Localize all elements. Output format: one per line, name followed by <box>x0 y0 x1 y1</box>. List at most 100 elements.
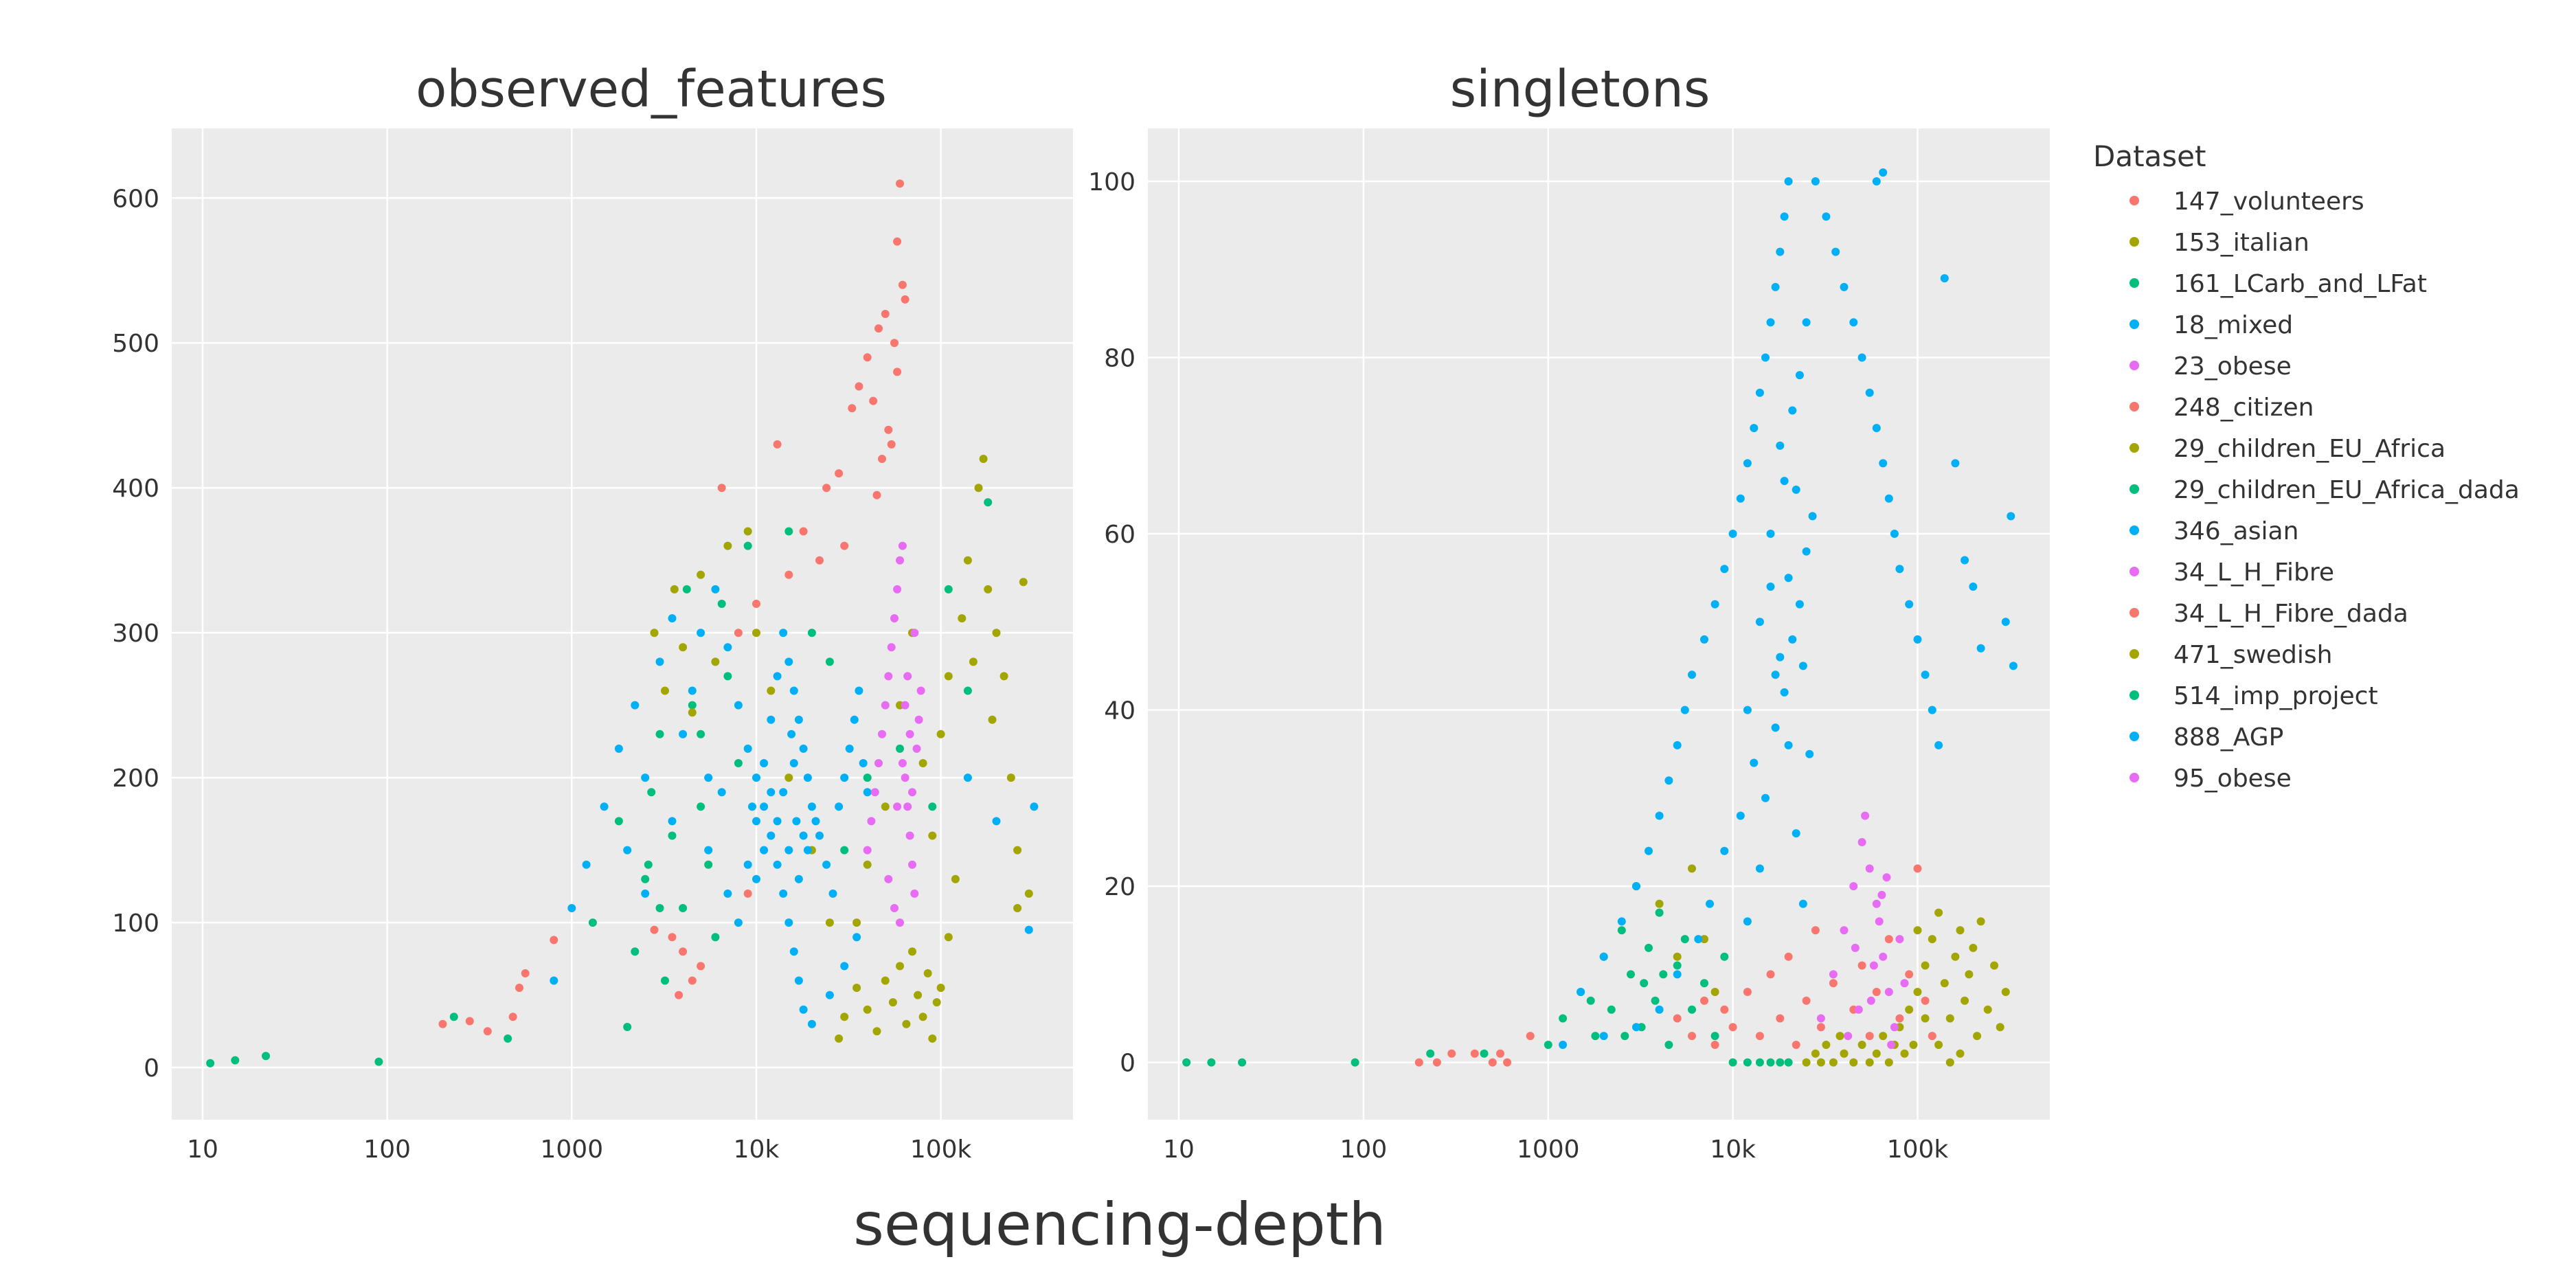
series-147_volunteers <box>1414 864 1936 1067</box>
data-point <box>1544 1041 1552 1049</box>
legend-entry: 153_italian <box>2129 229 2309 257</box>
data-point <box>767 831 776 840</box>
data-point <box>890 339 899 348</box>
data-point <box>908 947 916 956</box>
data-point <box>1736 494 1745 503</box>
data-point <box>1840 926 1849 935</box>
data-point <box>822 484 831 493</box>
data-point <box>1620 1032 1629 1041</box>
data-point <box>1849 318 1858 327</box>
data-point <box>688 701 697 710</box>
data-point <box>1890 1023 1899 1032</box>
legend-entry: 147_volunteers <box>2129 188 2364 216</box>
data-point <box>697 730 705 738</box>
data-point <box>1934 1041 1943 1049</box>
data-point <box>1766 583 1775 591</box>
data-point <box>582 860 591 869</box>
data-point <box>760 759 769 767</box>
data-point <box>1811 926 1820 935</box>
data-point <box>1792 485 1800 494</box>
legend-marker <box>2129 361 2139 370</box>
legend-label: 147_volunteers <box>2173 188 2364 216</box>
series-346_asian <box>550 585 1039 1028</box>
legend-entry: 29_children_EU_Africa <box>2129 435 2445 463</box>
data-point <box>794 874 803 883</box>
data-point <box>1829 979 1838 988</box>
data-point <box>1771 282 1780 291</box>
data-point <box>1720 565 1729 574</box>
data-point <box>1879 1032 1888 1041</box>
data-point <box>867 817 876 826</box>
data-point <box>840 962 849 971</box>
data-point <box>723 672 732 681</box>
y-tick-label: 20 <box>1104 873 1136 901</box>
y-tick-label: 100 <box>1088 168 1136 196</box>
legend-marker <box>2129 526 2139 535</box>
data-point <box>515 984 523 992</box>
data-point <box>773 817 782 826</box>
data-point <box>958 614 967 623</box>
legend-entry: 23_obese <box>2129 352 2292 381</box>
data-point <box>825 657 834 666</box>
data-point <box>896 556 904 565</box>
data-point <box>1617 917 1626 926</box>
data-point <box>1728 1023 1737 1032</box>
data-point <box>914 991 923 999</box>
data-point <box>1884 1058 1893 1067</box>
data-point <box>887 440 896 449</box>
data-point <box>1961 996 1969 1005</box>
data-point <box>874 324 883 333</box>
series-346_asian <box>1559 168 2018 1049</box>
data-point <box>567 904 576 912</box>
data-point <box>901 773 909 782</box>
data-point <box>1913 864 1922 873</box>
data-point <box>661 686 669 695</box>
data-point <box>704 860 713 869</box>
legend-label: 153_italian <box>2173 229 2309 257</box>
x-tick-labels: 10 100 1000 10k 100k <box>1163 1136 1948 1164</box>
data-point <box>881 701 890 710</box>
data-point <box>992 817 1001 826</box>
panel-background <box>172 128 1073 1120</box>
data-point <box>1840 1049 1849 1058</box>
data-point <box>902 1019 911 1028</box>
data-point <box>881 310 890 318</box>
data-point <box>1673 741 1682 749</box>
data-point <box>859 759 868 767</box>
data-point <box>1983 1005 1992 1014</box>
data-point <box>752 600 760 608</box>
data-point <box>668 614 677 623</box>
data-point <box>910 889 919 898</box>
data-point <box>641 889 650 898</box>
data-point <box>1798 662 1807 670</box>
data-point <box>773 440 782 449</box>
data-point <box>1655 899 1664 908</box>
data-point <box>1559 1014 1568 1023</box>
legend: Dataset 147_volunteers 153_italian 161_LCa… <box>2093 139 2520 793</box>
data-point <box>835 469 844 478</box>
data-point <box>1934 741 1943 749</box>
y-tick-label: 300 <box>112 620 159 648</box>
data-point <box>1599 952 1608 961</box>
data-point <box>835 1034 844 1043</box>
data-point <box>944 933 953 942</box>
data-point <box>840 1013 849 1021</box>
data-point <box>1921 996 1930 1005</box>
data-point <box>1743 988 1752 996</box>
data-point <box>863 846 872 855</box>
data-point <box>1024 889 1033 898</box>
data-point <box>1710 1041 1719 1049</box>
data-point <box>893 802 902 811</box>
data-point <box>1788 635 1797 644</box>
data-point <box>773 672 782 681</box>
data-point <box>1766 530 1775 538</box>
data-point <box>1700 979 1708 988</box>
data-point <box>863 1005 872 1014</box>
data-point <box>988 715 997 724</box>
data-point <box>734 629 743 637</box>
data-point <box>974 484 983 493</box>
data-point <box>1776 653 1785 662</box>
data-point <box>878 730 886 738</box>
data-point <box>1470 1049 1479 1058</box>
x-tick-label: 10 <box>1163 1136 1195 1164</box>
